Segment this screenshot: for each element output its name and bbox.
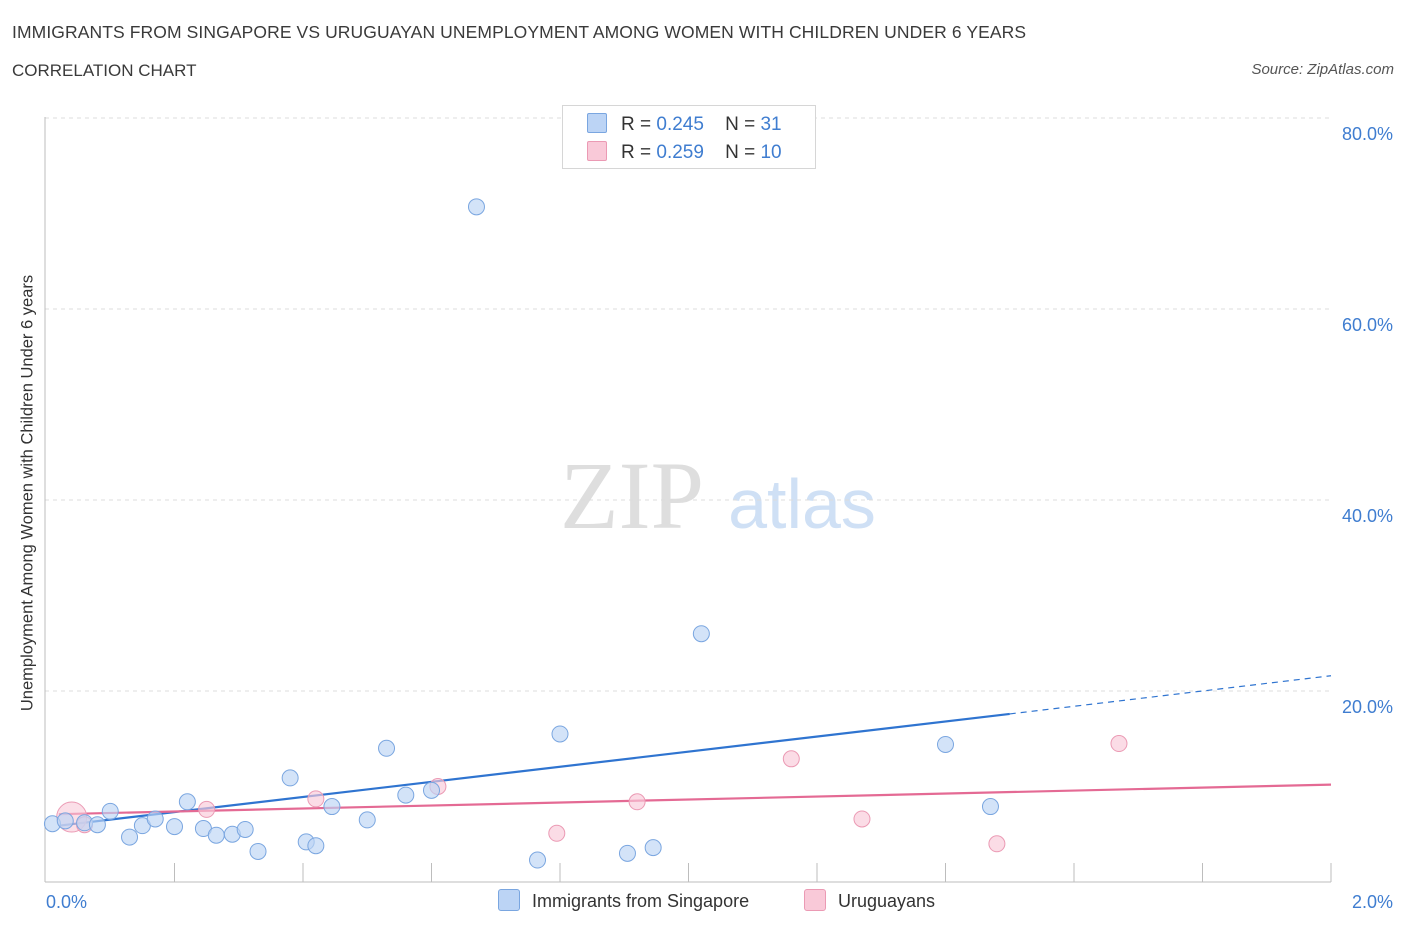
pink-data-point: [988, 835, 1006, 853]
r-value-singapore: 0.245: [656, 114, 704, 135]
blue-data-point: [146, 810, 164, 828]
watermark: ZIP atlas: [560, 442, 876, 549]
y-tick-label: 60.0%: [1342, 315, 1393, 335]
y-tick-label: 80.0%: [1342, 124, 1393, 144]
blue-data-point: [178, 793, 196, 811]
n-value-uruguayans: 10: [760, 142, 782, 163]
blue-data-point: [378, 739, 396, 757]
data-points: [43, 198, 1128, 869]
blue-data-point: [88, 816, 106, 834]
blue-data-point: [207, 826, 225, 844]
stats-box: R = 0.245 N = 31 R = 0.259 N = 10: [562, 105, 816, 169]
r-label: R =: [621, 114, 652, 135]
blue-data-point: [618, 844, 636, 862]
blue-data-point: [323, 798, 341, 816]
n-label: N =: [725, 114, 756, 135]
pink-data-point: [307, 790, 325, 808]
blue-data-point: [937, 735, 954, 753]
chart-title: IMMIGRANTS FROM SINGAPORE VS URUGUAYAN U…: [12, 22, 1027, 42]
legend-item-uruguayans[interactable]: Uruguayans: [804, 889, 935, 912]
legend-swatch-singapore: [498, 889, 520, 911]
blue-data-point: [121, 828, 139, 846]
blue-data-point: [644, 839, 662, 857]
stats-row-singapore: R = 0.245 N = 31: [587, 113, 782, 137]
blue-data-point: [467, 198, 485, 216]
x-tick-label: 0.0%: [46, 892, 87, 912]
uruguayans-swatch: [587, 141, 607, 161]
pink-data-point: [548, 824, 566, 842]
blue-data-point: [358, 811, 376, 829]
chart-subtitle: CORRELATION CHART: [12, 61, 197, 80]
legend-swatch-uruguayans: [804, 889, 826, 911]
blue-data-point: [166, 818, 183, 836]
axes: [44, 117, 1332, 883]
blue-data-point: [236, 820, 254, 838]
r-label: R =: [621, 142, 652, 163]
blue-data-point: [249, 842, 267, 860]
blue-trend-extension: [1009, 675, 1332, 715]
pink-data-point: [198, 800, 216, 818]
pink-data-point: [782, 750, 800, 768]
gridlines: [45, 117, 1331, 692]
blue-data-point: [397, 786, 415, 804]
r-value-uruguayans: 0.259: [656, 142, 704, 163]
singapore-swatch: [587, 113, 607, 133]
y-tick-label: 40.0%: [1342, 506, 1393, 526]
source-credit: Source: ZipAtlas.com: [1251, 61, 1394, 78]
pink-data-point: [628, 793, 646, 811]
legend-item-singapore[interactable]: Immigrants from Singapore: [498, 889, 749, 912]
tick-labels: 20.0% 40.0% 60.0% 80.0% 0.0% 2.0%: [46, 124, 1393, 912]
blue-data-point: [551, 725, 569, 743]
blue-data-point: [281, 769, 299, 787]
blue-data-point: [101, 802, 119, 820]
n-label: N =: [725, 142, 756, 163]
blue-trend-line: [58, 712, 1010, 827]
pink-trend-line: [58, 783, 1332, 816]
y-tick-label: 20.0%: [1342, 697, 1393, 717]
blue-data-point: [692, 625, 710, 643]
trend-lines: [58, 675, 1332, 827]
blue-data-point: [981, 798, 999, 816]
legend-label-singapore: Immigrants from Singapore: [532, 891, 750, 911]
blue-data-point: [423, 781, 440, 799]
n-value-singapore: 31: [760, 114, 782, 135]
watermark-atlas: atlas: [728, 465, 876, 543]
blue-data-point: [307, 837, 325, 855]
watermark-zip: ZIP: [560, 442, 704, 549]
stats-row-uruguayans: R = 0.259 N = 10: [587, 141, 782, 165]
blue-data-point: [56, 812, 74, 830]
pink-data-point: [853, 810, 871, 828]
blue-data-point: [529, 851, 547, 869]
x-tick-label: 2.0%: [1352, 892, 1393, 912]
pink-data-point: [1110, 735, 1128, 753]
legend-label-uruguayans: Uruguayans: [838, 891, 936, 911]
